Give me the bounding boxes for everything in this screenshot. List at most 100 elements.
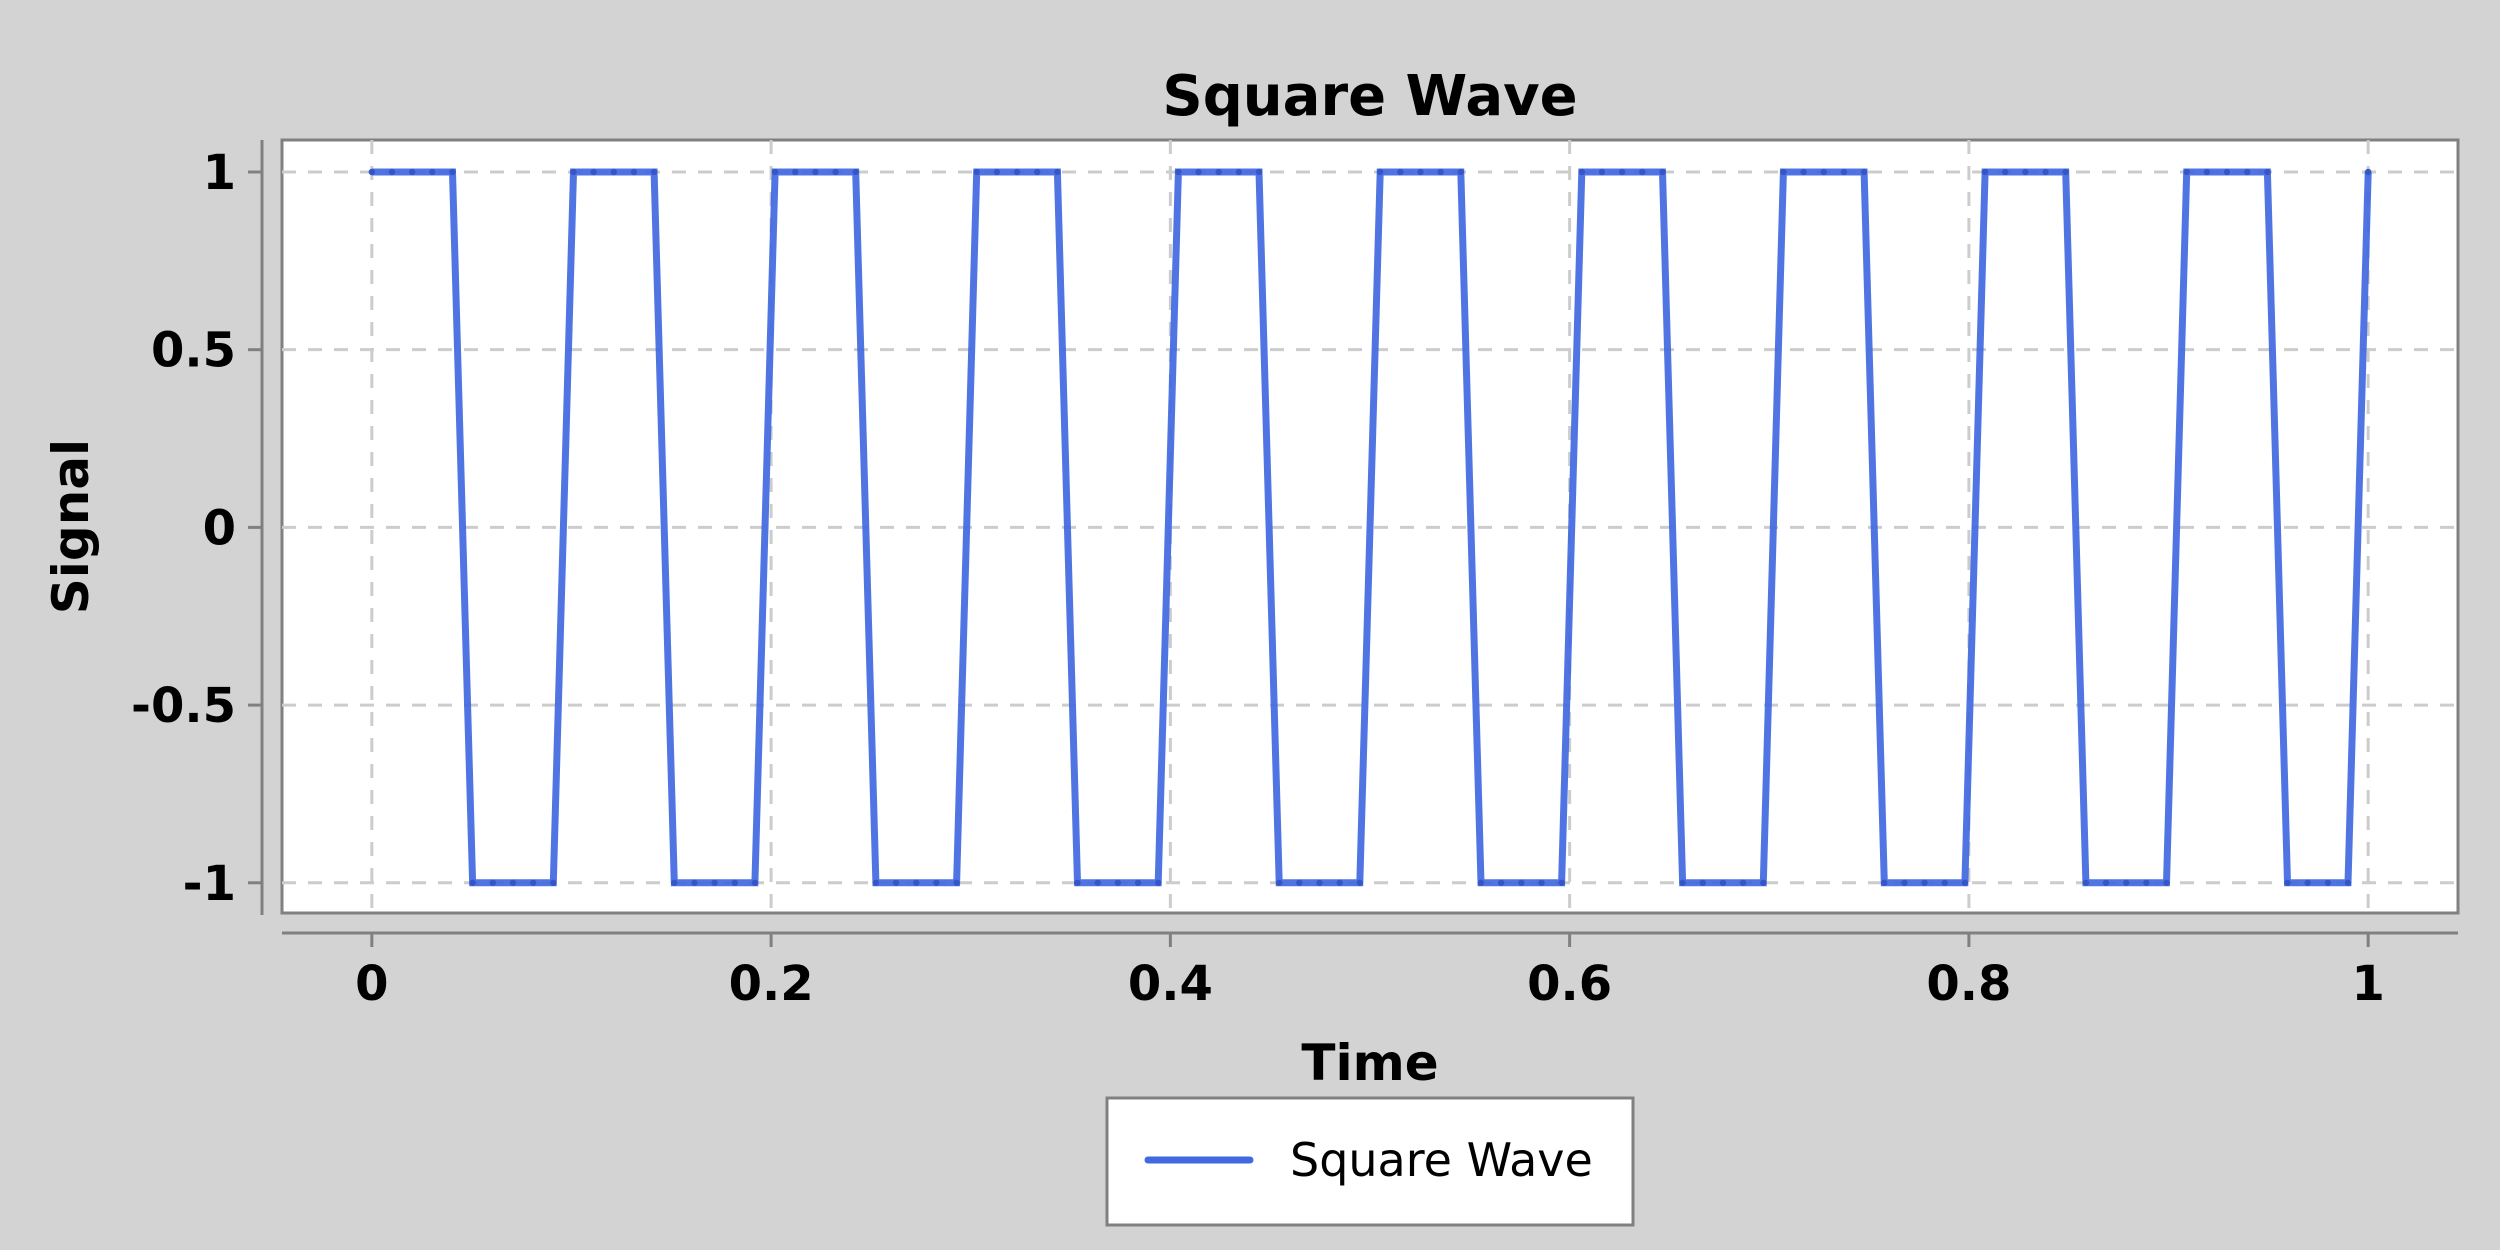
data-point bbox=[1518, 879, 1525, 886]
data-point bbox=[2284, 879, 2291, 886]
data-point bbox=[1719, 879, 1727, 886]
data-point bbox=[1739, 879, 1747, 886]
data-point bbox=[953, 879, 960, 886]
data-point bbox=[1316, 879, 1323, 886]
data-point bbox=[2324, 879, 2332, 886]
data-point bbox=[993, 168, 1001, 176]
data-point bbox=[2264, 168, 2271, 176]
x-tick-label: 0.8 bbox=[1926, 956, 2011, 1012]
data-point bbox=[2042, 168, 2049, 176]
data-point bbox=[1659, 168, 1666, 176]
data-point bbox=[610, 168, 617, 176]
data-point bbox=[2183, 168, 2190, 176]
data-point bbox=[1134, 879, 1142, 886]
data-point bbox=[529, 879, 537, 886]
data-point bbox=[872, 879, 880, 886]
y-axis-label: Signal bbox=[42, 439, 100, 614]
data-point bbox=[590, 168, 597, 176]
data-point bbox=[1417, 168, 1424, 176]
data-point bbox=[1477, 879, 1485, 886]
data-point bbox=[933, 879, 940, 886]
legend: Square Wave bbox=[1105, 1096, 1635, 1227]
data-point bbox=[1941, 879, 1948, 886]
data-point bbox=[973, 168, 980, 176]
data-point bbox=[1598, 168, 1606, 176]
data-point bbox=[1820, 168, 1827, 176]
data-point bbox=[1860, 168, 1868, 176]
data-point bbox=[2002, 168, 2009, 176]
data-point bbox=[1336, 879, 1343, 886]
data-point bbox=[1457, 168, 1465, 176]
series-layer bbox=[368, 168, 2372, 887]
data-point bbox=[1699, 879, 1706, 886]
data-point bbox=[449, 168, 456, 176]
data-point bbox=[1397, 168, 1404, 176]
data-point bbox=[408, 168, 416, 176]
data-point bbox=[2364, 168, 2372, 176]
data-point bbox=[2344, 879, 2352, 886]
data-point bbox=[711, 879, 718, 886]
data-point bbox=[2102, 879, 2110, 886]
data-point bbox=[2143, 879, 2150, 886]
data-point bbox=[751, 879, 759, 886]
data-point bbox=[1437, 168, 1444, 176]
data-point bbox=[368, 168, 376, 176]
data-point bbox=[771, 168, 779, 176]
data-point bbox=[1376, 168, 1384, 176]
data-point bbox=[469, 879, 476, 886]
data-point bbox=[913, 879, 920, 886]
data-point bbox=[2304, 879, 2311, 886]
data-point bbox=[1538, 879, 1545, 886]
data-point bbox=[1114, 879, 1122, 886]
x-tick-label: 0.4 bbox=[1128, 956, 1213, 1012]
data-point bbox=[1175, 168, 1182, 176]
series-line bbox=[371, 168, 2372, 887]
data-point bbox=[1578, 168, 1586, 176]
data-point bbox=[1235, 168, 1243, 176]
data-point bbox=[832, 168, 839, 176]
chart-title: Square Wave bbox=[1162, 64, 1577, 129]
data-point bbox=[1760, 879, 1767, 886]
data-point bbox=[1094, 879, 1101, 886]
data-point bbox=[489, 879, 497, 886]
data-point bbox=[1255, 168, 1263, 176]
x-axis-label: Time bbox=[1301, 1034, 1438, 1092]
data-point bbox=[550, 879, 557, 886]
data-point bbox=[1800, 168, 1807, 176]
tick-layer: 0 0.2 0.4 0.6 0.8 1 -1 -0.5 0 0.5 1 bbox=[131, 145, 2385, 1012]
data-point bbox=[1901, 879, 1908, 886]
data-point bbox=[671, 879, 678, 886]
data-point bbox=[1679, 879, 1686, 886]
data-point bbox=[2163, 879, 2170, 886]
data-point bbox=[1497, 879, 1505, 886]
data-point bbox=[1074, 879, 1081, 886]
data-point bbox=[2062, 168, 2069, 176]
data-point bbox=[1921, 879, 1928, 886]
y-tick-label: 1 bbox=[203, 145, 236, 201]
legend-label: Square Wave bbox=[1290, 1133, 1593, 1187]
data-point bbox=[1195, 168, 1202, 176]
data-point bbox=[1558, 879, 1565, 886]
data-point bbox=[1780, 168, 1787, 176]
data-point bbox=[1639, 168, 1646, 176]
data-point bbox=[1356, 879, 1364, 886]
data-point bbox=[2223, 168, 2231, 176]
data-point bbox=[2082, 879, 2090, 886]
data-point bbox=[852, 168, 859, 176]
data-point bbox=[1296, 879, 1303, 886]
data-point bbox=[1840, 168, 1848, 176]
data-point bbox=[1054, 168, 1061, 176]
data-point bbox=[570, 168, 577, 176]
x-tick-label: 0.6 bbox=[1527, 956, 1612, 1012]
data-point bbox=[1013, 168, 1021, 176]
data-point bbox=[1154, 879, 1162, 886]
data-point bbox=[1881, 879, 1888, 886]
data-point bbox=[1034, 168, 1041, 176]
data-point bbox=[650, 168, 658, 176]
data-point bbox=[1961, 879, 1969, 886]
data-point bbox=[1981, 168, 1989, 176]
data-point bbox=[509, 879, 517, 886]
x-tick-label: 0.2 bbox=[729, 956, 814, 1012]
data-point bbox=[2203, 168, 2211, 176]
